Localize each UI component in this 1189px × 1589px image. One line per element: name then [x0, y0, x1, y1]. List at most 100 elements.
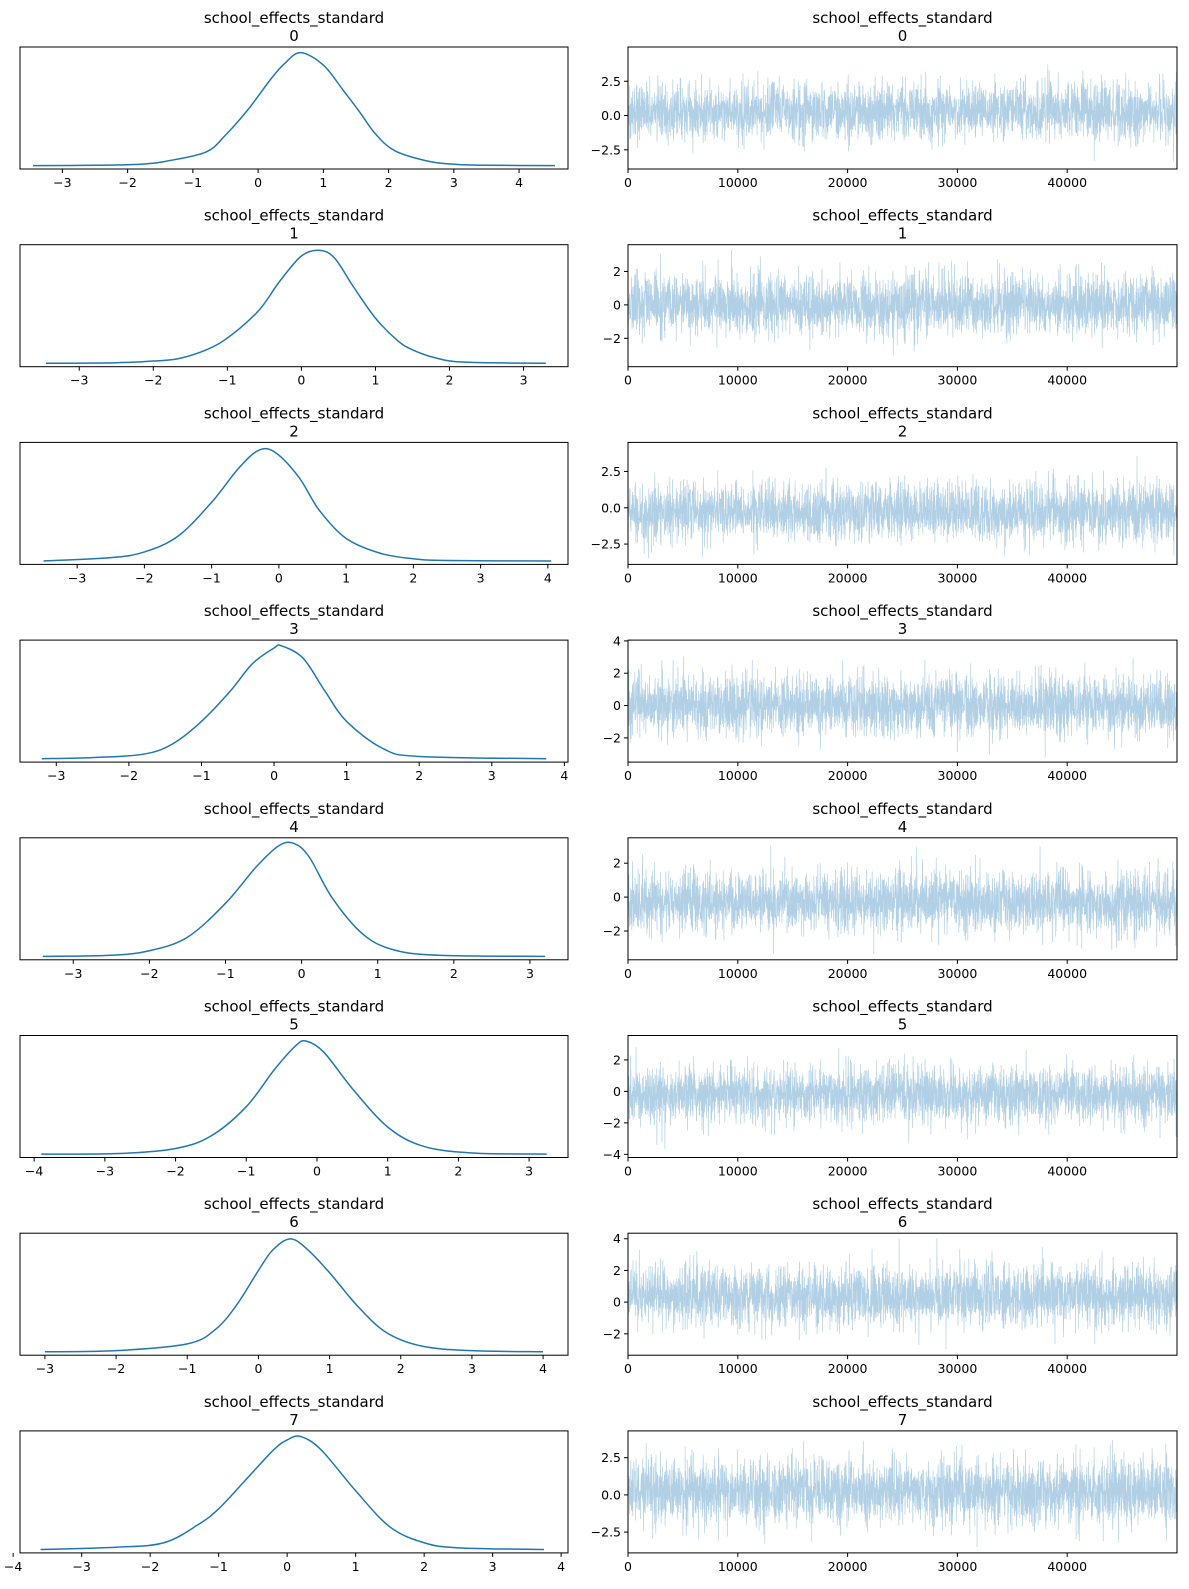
- axes-frame: [19, 1430, 569, 1554]
- axes-frame: [627, 441, 1178, 565]
- subplot-title: school_effects_standard: [812, 1195, 992, 1214]
- subplot-title: school_effects_standard: [204, 9, 384, 28]
- axes-frame: [19, 1232, 569, 1356]
- x-tick-label: 30000: [938, 1164, 978, 1179]
- subplot-title: school_effects_standard: [204, 207, 384, 226]
- y-tick-label: −4: [603, 1147, 621, 1162]
- x-tick-label: 40000: [1047, 1559, 1087, 1574]
- subplot-subtitle: 4: [289, 818, 299, 836]
- x-tick-label: 0: [313, 1164, 321, 1179]
- kde-curve: [43, 447, 552, 562]
- y-tick-label: 2: [613, 1052, 621, 1067]
- x-tick-label: 20000: [828, 1164, 868, 1179]
- subplot-title: school_effects_standard: [812, 404, 992, 423]
- x-tick-label: 1: [343, 768, 351, 783]
- x-tick-label: 20000: [828, 373, 868, 388]
- x-tick-label: 3: [526, 966, 534, 981]
- y-tick-label: −2.5: [591, 537, 621, 552]
- x-tick-label: −2: [141, 1559, 159, 1574]
- axes-frame: [627, 1035, 1178, 1158]
- mcmc-trace-line: [628, 656, 1177, 757]
- x-tick-label: 0: [624, 1164, 632, 1179]
- subplot-subtitle: 6: [289, 1213, 299, 1231]
- axes-frame: [19, 244, 569, 368]
- x-tick-label: −1: [237, 1164, 255, 1179]
- subplot-title: school_effects_standard: [812, 207, 992, 226]
- x-tick-label: 3: [488, 768, 496, 783]
- x-tick-label: 40000: [1047, 373, 1087, 388]
- x-tick-label: 40000: [1047, 1361, 1087, 1376]
- x-tick-label: −1: [192, 768, 210, 783]
- y-tick-label: 0: [613, 698, 621, 713]
- axes-frame: [627, 837, 1178, 961]
- x-tick-label: 2: [415, 768, 423, 783]
- mcmc-trace-line: [628, 1238, 1177, 1349]
- kde-curve: [33, 51, 555, 167]
- subplot-title: school_effects_standard: [204, 800, 384, 819]
- x-tick-label: 3: [520, 373, 528, 388]
- y-tick-label: 2.5: [601, 74, 621, 89]
- x-tick-label: −3: [36, 1361, 54, 1376]
- subplot-subtitle: 2: [898, 422, 908, 440]
- x-tick-label: 1: [319, 175, 327, 190]
- x-tick-label: 0: [624, 1559, 632, 1574]
- x-tick-label: −2: [166, 1164, 184, 1179]
- x-tick-label: 0: [297, 373, 305, 388]
- subplot-title: school_effects_standard: [812, 602, 992, 621]
- axes-frame: [627, 1232, 1178, 1356]
- x-tick-label: −3: [72, 1559, 90, 1574]
- x-tick-label: 3: [525, 1164, 533, 1179]
- mcmc-trace-line: [628, 456, 1177, 559]
- x-tick-label: 3: [450, 175, 458, 190]
- axes-frame: [627, 244, 1178, 368]
- x-tick-label: −3: [70, 373, 88, 388]
- x-tick-label: −2: [140, 966, 158, 981]
- x-tick-label: −2: [120, 768, 138, 783]
- x-tick-label: −1: [184, 175, 202, 190]
- y-tick-label: 2: [613, 666, 621, 681]
- subplot-subtitle: 0: [289, 27, 299, 45]
- x-tick-label: 40000: [1047, 175, 1087, 190]
- x-tick-label: −1: [178, 1361, 196, 1376]
- x-tick-label: −2: [144, 373, 162, 388]
- x-tick-label: 1: [326, 1361, 334, 1376]
- x-tick-label: 2: [409, 570, 417, 585]
- y-tick-label: 0: [613, 1084, 621, 1099]
- x-tick-label: 0: [254, 1361, 262, 1376]
- x-tick-label: 1: [352, 1559, 360, 1574]
- x-tick-label: 10000: [718, 570, 758, 585]
- x-tick-label: 10000: [718, 1361, 758, 1376]
- y-tick-label: 2: [613, 856, 621, 871]
- kde-curve: [42, 841, 546, 958]
- y-tick-label: −2: [603, 1326, 621, 1341]
- x-tick-label: 1: [371, 373, 379, 388]
- x-tick-label: −3: [53, 175, 71, 190]
- x-tick-label: 3: [468, 1361, 476, 1376]
- x-tick-label: 0: [270, 768, 278, 783]
- x-tick-label: 20000: [828, 570, 868, 585]
- y-tick-label: 0: [613, 890, 621, 905]
- x-tick-label: 10000: [718, 966, 758, 981]
- x-tick-label: 4: [539, 1361, 547, 1376]
- x-tick-label: 20000: [828, 1559, 868, 1574]
- subplot-subtitle: 1: [289, 225, 299, 243]
- mcmc-trace-line: [628, 249, 1177, 356]
- x-tick-label: 30000: [938, 966, 978, 981]
- subplot-subtitle: 1: [898, 225, 908, 243]
- x-tick-label: 0: [275, 570, 283, 585]
- y-tick-label: −2: [603, 331, 621, 346]
- x-tick-label: 30000: [938, 570, 978, 585]
- subplot-title: school_effects_standard: [204, 602, 384, 621]
- x-tick-label: 2: [385, 175, 393, 190]
- axes-frame: [19, 837, 569, 961]
- axes-frame: [19, 1035, 569, 1158]
- subplot-title: school_effects_standard: [812, 9, 992, 28]
